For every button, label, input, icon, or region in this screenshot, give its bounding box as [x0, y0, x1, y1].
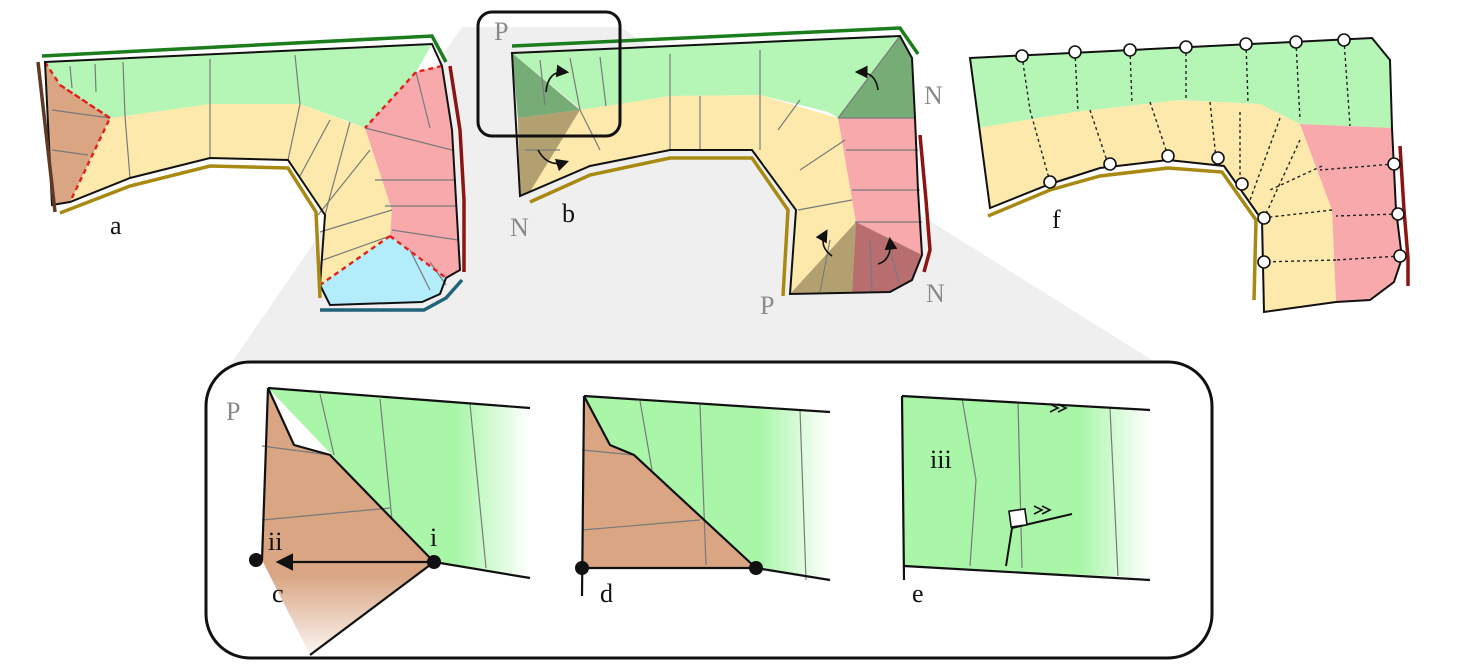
vertex-d-left: [575, 561, 589, 575]
label-ii: ii: [268, 527, 282, 556]
inset-d: [575, 396, 830, 596]
vertex-d-right: [749, 561, 763, 575]
label-n-right-bottom: N: [926, 279, 945, 308]
vertex-ii: [249, 553, 263, 567]
label-c: c: [272, 579, 284, 608]
panel-a-yellow-region: [70, 104, 392, 285]
right-angle-marker: [1009, 509, 1027, 527]
inset-e: [902, 396, 1150, 580]
label-p-bottom: P: [760, 291, 774, 320]
panel-f-yellow-region: [978, 100, 1336, 312]
label-b: b: [562, 199, 575, 228]
label-f: f: [1052, 205, 1061, 234]
label-e: e: [912, 579, 924, 608]
inset-panel: [206, 362, 1212, 658]
vertex-i: [427, 555, 441, 569]
panel-f: [970, 34, 1408, 312]
panel-a: [38, 36, 464, 310]
label-p-inset: P: [226, 397, 240, 426]
label-a: a: [110, 211, 122, 240]
label-d: d: [600, 579, 613, 608]
label-n-right-top: N: [924, 81, 943, 110]
label-i: i: [430, 523, 437, 552]
label-p-top: P: [494, 17, 508, 46]
label-iii: iii: [930, 445, 952, 474]
label-n-left: N: [510, 213, 529, 242]
